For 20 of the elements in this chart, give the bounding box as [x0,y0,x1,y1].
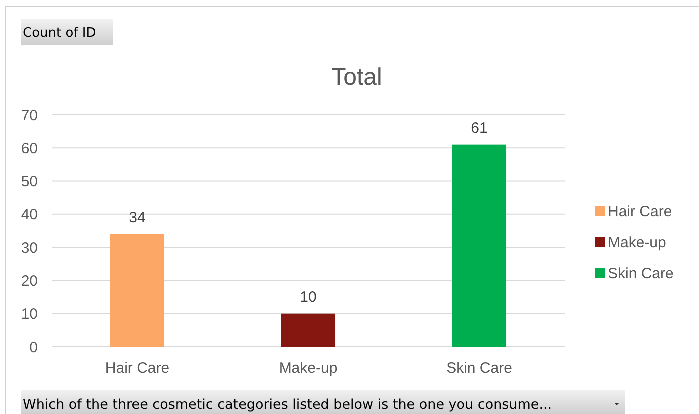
y-tick-label: 0 [30,339,38,356]
x-tick-label: Make-up [279,360,338,377]
data-label: 34 [129,209,146,226]
chart-title: Total [332,64,382,91]
y-tick-label: 70 [21,107,38,124]
y-tick-label: 60 [21,140,38,158]
x-axis-title: Which of the three cosmetic categories listed below is the one you consume... [23,397,552,413]
text: Count of ID [23,26,96,41]
data-label: 10 [300,288,317,306]
y-tick-label: 40 [21,206,38,224]
x-tick-label: Skin Care [446,360,512,377]
y-tick-label: 20 [21,272,38,290]
x-tick-label: Hair Care [105,360,170,377]
y-tick-label: 10 [21,306,38,324]
legend-label: Hair Care [608,203,672,220]
legend-label: Skin Care [608,265,674,282]
y-tick-label: 50 [21,174,38,191]
y-tick-label: 30 [21,240,38,257]
legend-label: Make-up [608,234,666,252]
data-label: 61 [471,120,488,137]
